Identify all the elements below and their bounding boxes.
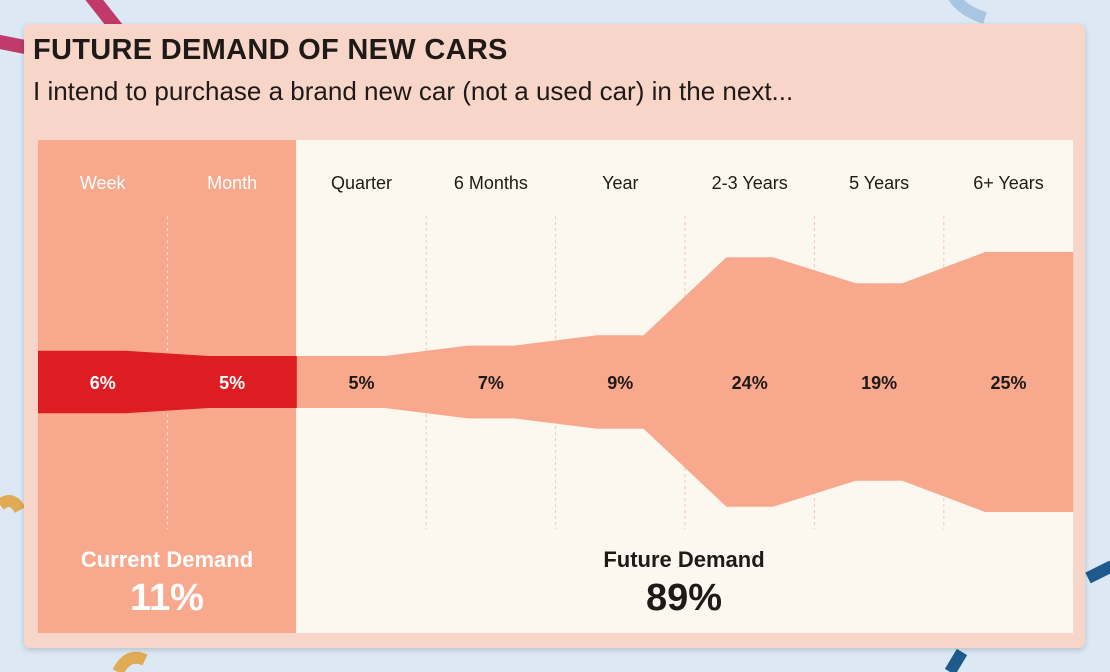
- data-label: 24%: [732, 373, 768, 393]
- data-label: 19%: [861, 373, 897, 393]
- data-label: 5%: [348, 373, 374, 393]
- category-label: Month: [207, 173, 257, 193]
- category-label: Week: [80, 173, 127, 193]
- current-demand-value: 11%: [130, 577, 204, 619]
- current-demand-stream: [38, 350, 297, 414]
- data-label: 7%: [478, 373, 504, 393]
- data-label: 5%: [219, 373, 245, 393]
- demand-stream-chart: Week Month Quarter 6 Months Year 2-3 Years 5 Y…: [38, 140, 1074, 633]
- chart-subtitle: I intend to purchase a brand new car (no…: [33, 76, 794, 106]
- chart-card: FUTURE DEMAND OF NEW CARS I intend to pu…: [24, 24, 1085, 648]
- data-label: 25%: [990, 373, 1026, 393]
- category-label: Quarter: [331, 173, 392, 193]
- category-label: 5 Years: [849, 173, 909, 193]
- category-label: 6 Months: [454, 173, 528, 193]
- data-label: 6%: [90, 373, 116, 393]
- category-label: 2-3 Years: [712, 173, 788, 193]
- chart-title: FUTURE DEMAND OF NEW CARS: [33, 34, 508, 66]
- category-label: Year: [602, 173, 638, 193]
- category-label: 6+ Years: [973, 173, 1044, 193]
- future-demand-stream: [167, 252, 1074, 512]
- future-demand-value: 89%: [646, 577, 722, 619]
- future-demand-label: Future Demand: [603, 547, 764, 572]
- current-demand-label: Current Demand: [81, 547, 253, 572]
- data-label: 9%: [607, 373, 633, 393]
